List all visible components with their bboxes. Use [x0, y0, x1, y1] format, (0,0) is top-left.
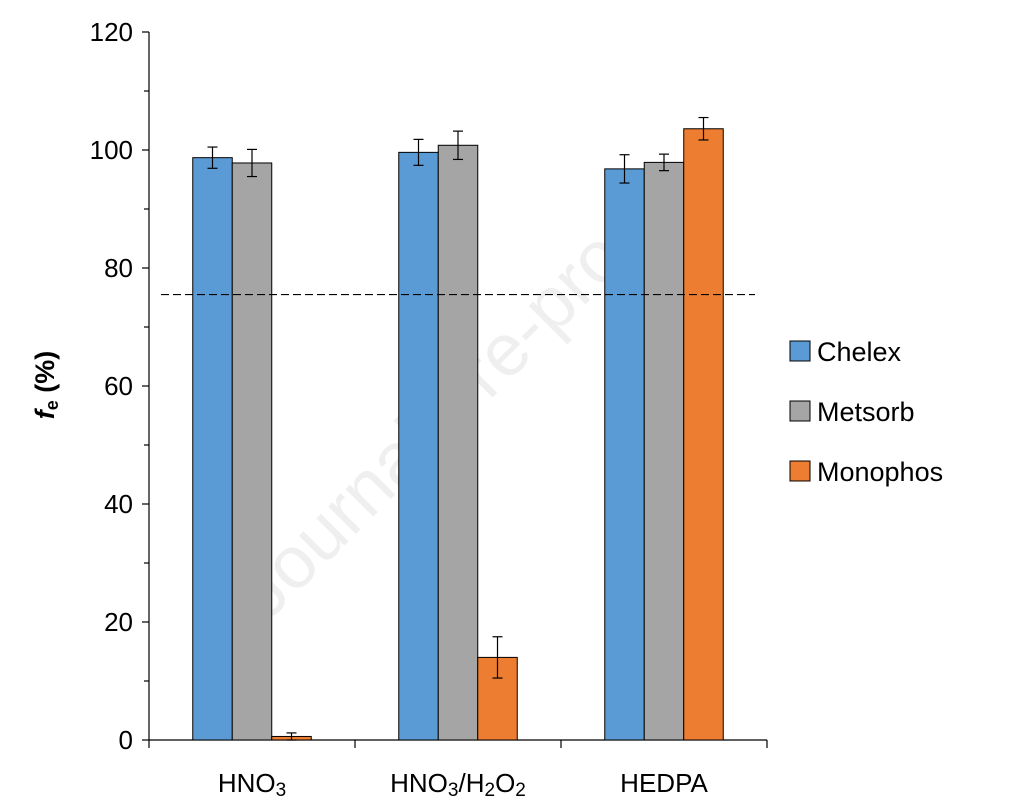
- bar-chelex: [192, 157, 233, 741]
- bar-metsorb: [231, 162, 273, 741]
- x-category-label: HNO3: [218, 768, 286, 801]
- y-tick-label: 40: [104, 489, 133, 519]
- category-subscript: 3: [276, 780, 287, 801]
- bar-chelex: [604, 168, 645, 741]
- y-tick-label: 20: [104, 607, 133, 637]
- legend: Chelex Metsorb Monophos: [789, 337, 943, 487]
- bar-metsorb: [643, 161, 685, 741]
- category-text: HEDPA: [620, 768, 708, 798]
- category-text: /H: [458, 768, 484, 798]
- legend-swatch-chelex: [789, 340, 811, 362]
- y-axis: 0 20 40 60 80 100 120: [90, 17, 150, 755]
- y-label-suffix: (%): [30, 351, 60, 401]
- category-subscript: 2: [484, 780, 495, 801]
- x-axis: HNO3 HNO3/H2O2 HEDPA: [148, 739, 768, 801]
- y-axis-label: fe (%): [30, 351, 62, 420]
- bar-chelex: [398, 151, 439, 741]
- bar-metsorb: [437, 144, 479, 741]
- y-tick-label: 120: [90, 17, 133, 47]
- y-label-subscript: e: [42, 400, 62, 410]
- y-tick-label: 60: [104, 371, 133, 401]
- category-subscript: 3: [448, 780, 459, 801]
- legend-label-metsorb: Metsorb: [817, 397, 915, 427]
- category-text: HNO: [218, 768, 276, 798]
- x-category-label: HNO3/H2O2: [390, 768, 526, 801]
- y-tick-label: 80: [104, 253, 133, 283]
- legend-label-monophos: Monophos: [817, 457, 943, 487]
- category-text: O: [495, 768, 515, 798]
- legend-swatch-metsorb: [789, 400, 811, 422]
- y-tick-label: 100: [90, 135, 133, 165]
- bar-monophos: [683, 128, 724, 741]
- legend-label-chelex: Chelex: [817, 337, 902, 367]
- category-subscript: 2: [515, 780, 526, 801]
- category-text: HNO: [390, 768, 448, 798]
- y-tick-label: 0: [119, 725, 133, 755]
- y-label-main: f: [30, 407, 60, 419]
- bars: [192, 128, 724, 741]
- legend-swatch-monophos: [789, 460, 811, 482]
- x-category-label: HEDPA: [620, 768, 708, 798]
- error-bars: [207, 116, 709, 741]
